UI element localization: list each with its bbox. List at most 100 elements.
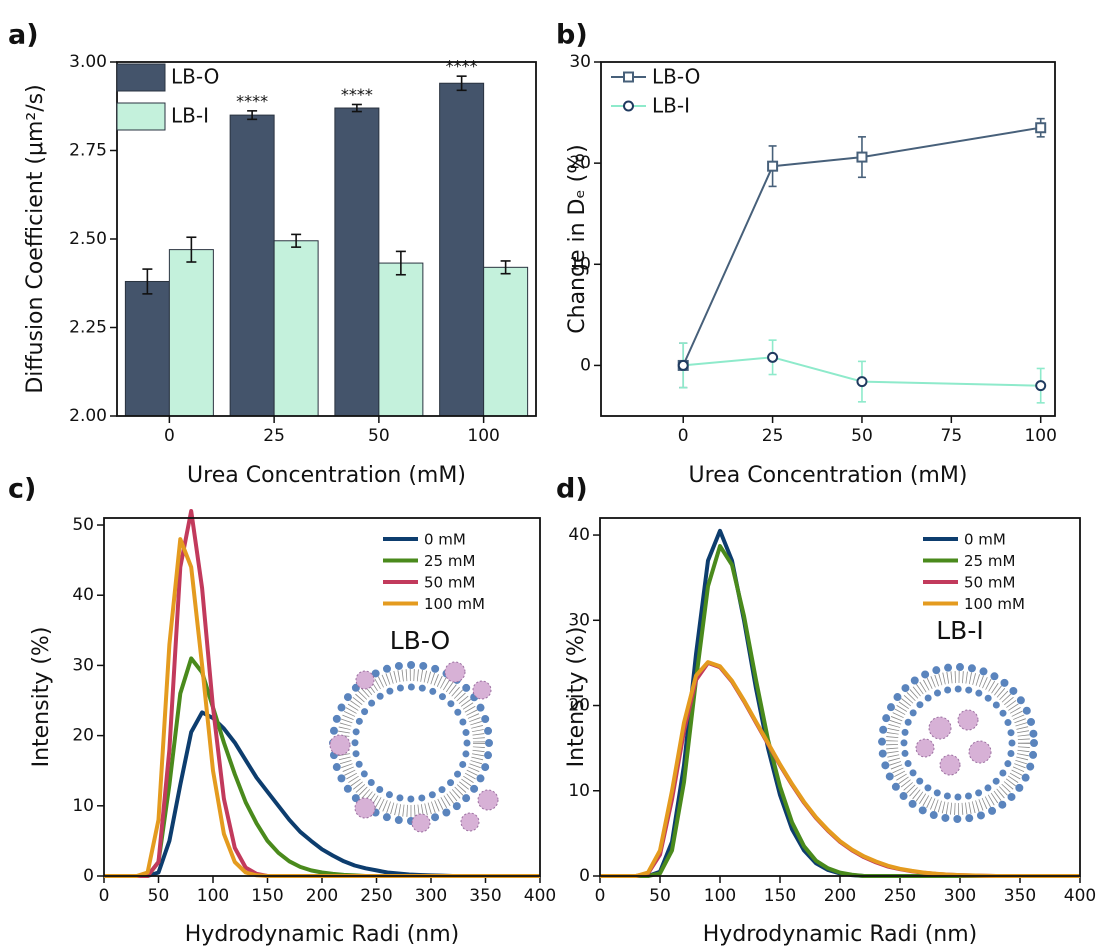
inset-label: LB-O: [390, 626, 450, 655]
protein: [444, 661, 466, 683]
x-tick-label: 50: [649, 886, 671, 906]
x-tick-label: 350: [1004, 886, 1036, 906]
bar: [439, 82, 485, 417]
x-axis-label: Urea Concentration (mM): [689, 463, 968, 488]
y-tick-label: 0: [83, 866, 94, 886]
plot-frame: [103, 517, 541, 877]
x-tick-label: 75: [941, 426, 963, 446]
protein: [355, 670, 375, 690]
y-tick-label: 50: [72, 515, 94, 535]
x-tick-label: 25: [762, 426, 784, 446]
bar: [273, 240, 319, 417]
series-line: [600, 660, 1080, 878]
bar: [334, 107, 380, 417]
protein: [915, 738, 935, 758]
legend-label: LB-I: [171, 104, 209, 128]
y-tick-label: 10: [568, 781, 590, 801]
marker: [1035, 122, 1047, 134]
x-axis-label: Hydrodynamic Radi (nm): [185, 922, 459, 947]
y-tick-label: 20: [72, 726, 94, 746]
legend-label: 100 mM: [424, 595, 485, 613]
marker: [677, 359, 689, 371]
x-tick-label: 300: [415, 886, 447, 906]
marker: [856, 376, 868, 388]
protein: [411, 813, 431, 833]
x-tick-label: 0: [678, 426, 689, 446]
y-axis-label: Intensity (%): [564, 627, 589, 768]
bar: [124, 280, 170, 417]
legend-label: 0 mM: [964, 531, 1006, 549]
x-tick-label: 100: [1024, 426, 1056, 446]
y-tick-label: 2.25: [69, 318, 107, 338]
y-tick-label: 10: [72, 796, 94, 816]
protein: [460, 812, 480, 832]
legend-label: LB-I: [652, 94, 690, 118]
panel-label: c): [8, 474, 36, 505]
y-tick-label: 3.00: [69, 52, 107, 72]
x-tick-label: 100: [467, 426, 499, 446]
x-tick-label: 50: [851, 426, 873, 446]
y-tick-label: 2.00: [69, 406, 107, 426]
marker: [767, 160, 779, 172]
lipid-heads-inner: [351, 683, 471, 803]
y-tick-label: 10: [569, 254, 591, 274]
bar: [229, 114, 275, 417]
x-tick-label: 100: [704, 886, 736, 906]
legend-label: LB-O: [171, 65, 219, 89]
x-tick-label: 25: [263, 426, 285, 446]
legend-label: 25 mM: [424, 552, 475, 570]
y-tick-label: 30: [568, 610, 590, 630]
plot-frame: [599, 517, 1081, 877]
plot-frame: [116, 61, 537, 417]
plot-frame: [600, 61, 1056, 417]
x-tick-label: 50: [148, 886, 170, 906]
liposome-inner-protein: [878, 663, 1038, 823]
panel-label: d): [556, 474, 588, 505]
y-tick-label: 40: [568, 525, 590, 545]
protein: [354, 797, 376, 819]
protein: [477, 789, 499, 811]
legend-label: 100 mM: [964, 595, 1025, 613]
marker: [767, 351, 779, 363]
protein: [472, 680, 492, 700]
y-tick-label: 0: [579, 866, 590, 886]
y-tick-label: 2.75: [69, 141, 107, 161]
x-tick-label: 100: [197, 886, 229, 906]
y-tick-label: 40: [72, 585, 94, 605]
x-tick-label: 50: [368, 426, 390, 446]
panel-label: a): [8, 20, 39, 51]
y-tick-label: 30: [569, 52, 591, 72]
liposome-outer-protein: [329, 661, 499, 833]
x-tick-label: 350: [469, 886, 501, 906]
panel-label: b): [556, 20, 588, 51]
y-tick-label: 2.50: [69, 229, 107, 249]
legend-label: LB-O: [652, 65, 700, 89]
y-tick-label: 20: [568, 696, 590, 716]
inset-label: LB-I: [936, 616, 983, 645]
protein: [329, 734, 351, 756]
series-line: [682, 126, 1041, 366]
legend-swatch: [116, 102, 166, 131]
y-tick-label: 20: [569, 153, 591, 173]
bar: [168, 249, 214, 417]
lipid-tails: [886, 671, 1030, 815]
marker: [1035, 380, 1047, 392]
protein: [928, 716, 952, 740]
y-axis-label: Change in Dₑ (%): [565, 144, 590, 333]
significance: ****: [236, 91, 268, 110]
significance: ****: [446, 57, 478, 76]
y-axis-label: Intensity (%): [29, 627, 54, 768]
lipid-heads-outer: [878, 663, 1038, 823]
series-line: [683, 356, 1041, 387]
x-tick-label: 200: [824, 886, 856, 906]
protein: [968, 740, 992, 764]
legend-label: 50 mM: [964, 574, 1015, 592]
x-tick-label: 400: [524, 886, 556, 906]
protein: [957, 709, 979, 731]
x-tick-label: 400: [1064, 886, 1096, 906]
legend-swatch: [116, 63, 166, 92]
x-tick-label: 300: [944, 886, 976, 906]
x-axis-label: Hydrodynamic Radi (nm): [703, 922, 977, 947]
